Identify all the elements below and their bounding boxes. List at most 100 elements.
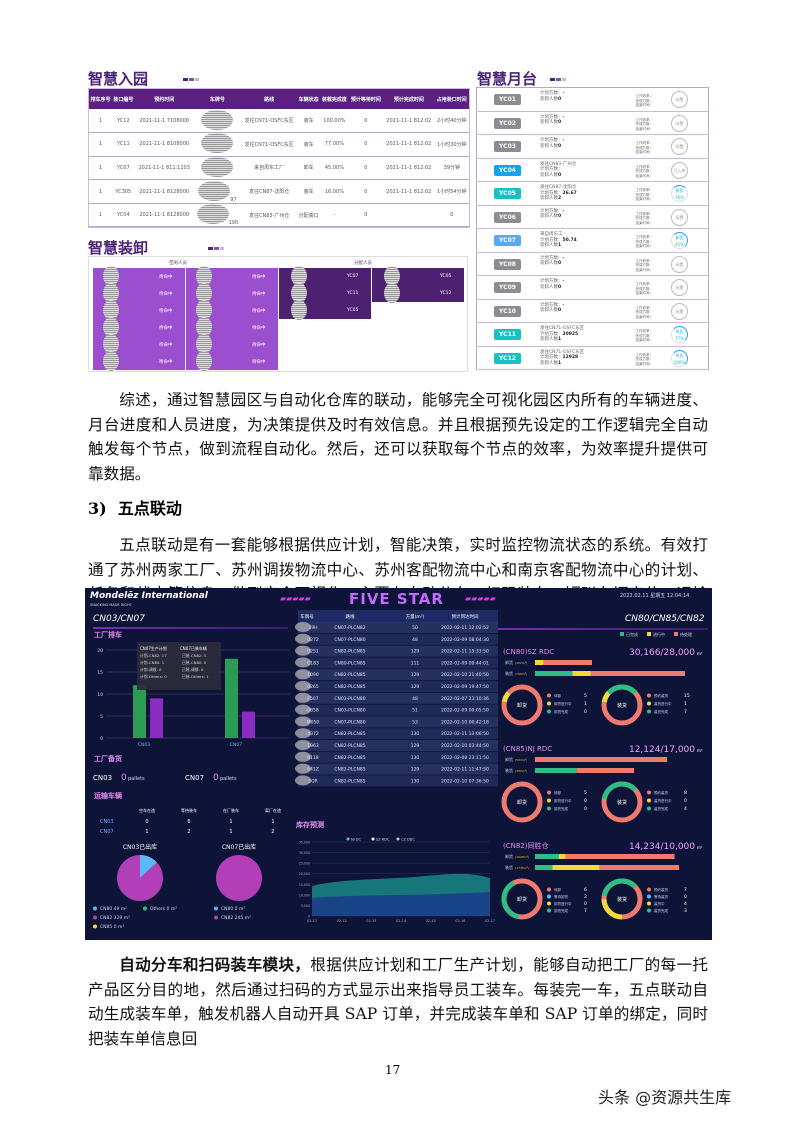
table-header: 装载完成度 bbox=[320, 89, 349, 109]
truck-row bbox=[298, 751, 498, 763]
donut-legend-label: 卸货进行中 bbox=[554, 901, 572, 906]
pie-slice bbox=[216, 855, 262, 901]
workers-value: 1 bbox=[558, 337, 562, 342]
assigned-dock: YC07 bbox=[347, 274, 359, 279]
truck-cell: 2022-02-09 00:05:50 bbox=[441, 708, 489, 714]
table-cell: 0 bbox=[348, 179, 384, 204]
dock-destination: 发往CN71-OSFC东区 bbox=[540, 326, 585, 331]
cell-text: 2021-11-1 812:02 bbox=[386, 117, 432, 124]
cell-text: 2021-11-1 811:1103 bbox=[138, 164, 190, 171]
table-cell: YC04 bbox=[111, 203, 135, 228]
blurred-plate-image bbox=[295, 775, 311, 786]
table-cell: 2021-11-1 812:02 bbox=[383, 109, 435, 134]
assigned-worker-card: YC05 bbox=[279, 300, 371, 320]
plan-value: - bbox=[562, 91, 565, 96]
worker-status: 待命中 bbox=[159, 326, 173, 331]
progress-segment bbox=[576, 768, 634, 773]
bar-label: 卸货 bbox=[505, 756, 513, 762]
progress-segment bbox=[590, 671, 685, 676]
table-header: 预约时间 bbox=[134, 89, 194, 109]
donut-legend-value: 0 bbox=[584, 806, 587, 812]
dock-status-ring: 闲置 bbox=[671, 114, 688, 132]
donut-legend-value: 3 bbox=[684, 908, 687, 914]
assigned-dock: YC12 bbox=[440, 291, 452, 296]
transport-cell: 1 bbox=[145, 829, 148, 835]
cell-text: 2021-11-1 812:02 bbox=[386, 164, 432, 171]
transport-cell: 1 bbox=[229, 819, 232, 825]
dock-info: 计划方数：- 装卸人数0 bbox=[540, 91, 564, 102]
truck-cell: 2022-02-09 19:47:50 bbox=[441, 684, 489, 690]
donut-legend-label: 装货完成 bbox=[654, 806, 668, 811]
worker-status: 待命中 bbox=[159, 360, 173, 365]
dock-stats: 工作效率： 完成方数： 结束时间： bbox=[613, 118, 654, 132]
blurred-plate-image bbox=[295, 645, 311, 656]
blurred-avatar-image bbox=[196, 266, 212, 286]
worker-status: 待命中 bbox=[252, 275, 266, 280]
idle-worker-card: 待命中 bbox=[93, 317, 185, 337]
truck-header: 路线 bbox=[346, 613, 355, 620]
right-title: CN80/CN85/CN82 bbox=[625, 614, 705, 624]
blurred-avatar-image bbox=[196, 334, 212, 354]
tooltip-title: CN07生产计划 bbox=[140, 645, 167, 651]
workers-value: 0 bbox=[558, 120, 562, 125]
done-label: 完成方数： bbox=[635, 122, 654, 126]
legend-dot bbox=[647, 887, 651, 892]
blurred-avatar-image bbox=[291, 300, 307, 320]
worker-status: 待命中 bbox=[159, 343, 173, 348]
dock-status-ring: 已入库 bbox=[671, 161, 688, 179]
truck-row bbox=[298, 716, 498, 728]
table-cell: 45.00% bbox=[320, 156, 349, 181]
workers-value: 0 bbox=[558, 308, 562, 313]
table-cell: 来自周东工厂 bbox=[241, 156, 298, 181]
cell-text: 2小时40分钟 bbox=[437, 118, 467, 125]
truck-cell: 0858 bbox=[307, 708, 319, 714]
done-label: 完成方数： bbox=[635, 145, 654, 150]
truck-cell: CN82-PLCN85 bbox=[334, 767, 365, 773]
mondelez-logo: Mondelēz International bbox=[90, 591, 208, 601]
pie-legend: CN82 329 m² bbox=[100, 915, 130, 921]
workers-label: 装卸人数 bbox=[540, 196, 558, 201]
datetime: 2022.02.11 星期五 12:04:14 bbox=[620, 593, 690, 599]
truck-cell: 0118 bbox=[307, 755, 319, 761]
tooltip-item: 已装-Others: 1 bbox=[182, 674, 209, 679]
table-cell: 0 bbox=[434, 203, 469, 228]
transport-cell: 1 bbox=[229, 829, 232, 835]
bar bbox=[150, 698, 163, 738]
dock-row: YC02 计划方数：- 装卸人数0 工作效率： 完成方数： 结束时间： 闲置 bbox=[478, 112, 709, 135]
paragraph-modules-lead: 自动分车和扫码装车模块， bbox=[119, 955, 311, 974]
table-cell: 0 bbox=[348, 109, 384, 134]
workers-label: 装卸人数 bbox=[540, 360, 558, 366]
donut-segment bbox=[501, 878, 543, 920]
truck-cell: 2022-02-10 07:36:50 bbox=[441, 778, 489, 784]
truck-cell: CN03-PLCN80 bbox=[334, 708, 365, 714]
site-name: (CN80)SZ RDC bbox=[503, 648, 554, 656]
cell-text: 0 bbox=[364, 212, 368, 219]
table-cell: 2021-11-1 812:02 bbox=[383, 179, 435, 204]
dock-plan: 计划方数：20925 bbox=[540, 332, 584, 338]
table-cell bbox=[193, 109, 242, 134]
progress-segment bbox=[535, 757, 667, 762]
cell-text: 2021-11-1 7108000 bbox=[139, 117, 190, 124]
truck-cell: C183 bbox=[307, 660, 319, 666]
pie-legend: CN82 245 m² bbox=[221, 915, 251, 921]
table-cell: 分配装口 bbox=[297, 203, 321, 228]
table-header: 车辆状态 bbox=[297, 89, 321, 109]
legend-dot bbox=[647, 894, 651, 899]
dock-stats: 工作效率： 完成方数： 结束时间： bbox=[613, 282, 654, 296]
cell-text: 2021-11-1 8128000 bbox=[139, 188, 190, 195]
workers-value: 2 bbox=[558, 196, 562, 201]
dock-stats: 工作效率： 完成方数： 结束时间： bbox=[613, 141, 654, 155]
site-name: (CN85)NJ RDC bbox=[503, 745, 552, 753]
donut-legend-value: 4 bbox=[684, 806, 687, 812]
progress-segment bbox=[535, 865, 553, 870]
plan-label: 计划方数： bbox=[540, 331, 563, 337]
truck-row bbox=[298, 763, 498, 775]
done-label: 完成方数： bbox=[635, 192, 654, 197]
truck-cell: 19H bbox=[308, 625, 317, 631]
cell-text: 分配装口 bbox=[298, 212, 319, 219]
dock-info: 计划方数：- 装卸人数0 bbox=[540, 115, 564, 126]
truck-cell: CN82-PLCN85 bbox=[334, 743, 365, 749]
x-tick-label: 02-17 bbox=[485, 919, 495, 923]
table-cell bbox=[193, 132, 242, 157]
entry-section: 智慧入园 bbox=[88, 68, 200, 89]
